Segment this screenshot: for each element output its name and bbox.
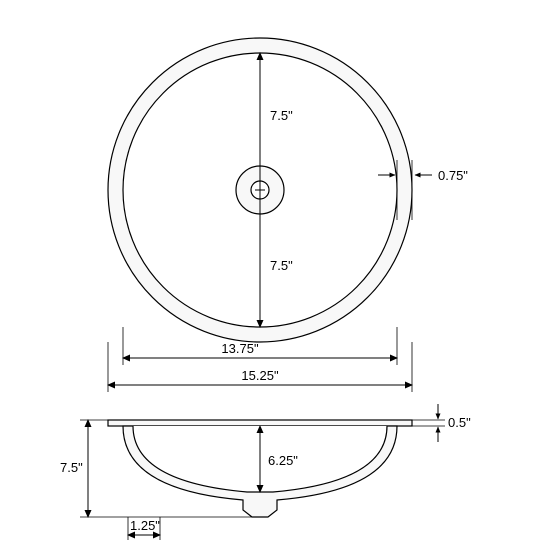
side-view: 6.25" 7.5" 1.25" 0.5": [60, 404, 471, 540]
rim-thickness-label: 0.75": [438, 168, 468, 183]
radius-lower-label: 7.5": [270, 258, 293, 273]
radius-upper-label: 7.5": [270, 108, 293, 123]
bowl-depth-label: 6.25": [268, 453, 298, 468]
outer-diameter-dim: 15.25": [108, 342, 412, 392]
rim-height-label: 0.5": [448, 415, 471, 430]
top-view: 7.5" 7.5" 0.75" 13.75" 15.25": [108, 38, 468, 392]
inner-diameter-label: 13.75": [221, 341, 259, 356]
sink-dimension-diagram: 7.5" 7.5" 0.75" 13.75" 15.25": [0, 0, 550, 550]
drain-width-dim: 1.25": [128, 517, 160, 540]
total-height-label: 7.5": [60, 460, 83, 475]
rim-height-dim: 0.5": [412, 404, 471, 442]
outer-diameter-label: 15.25": [241, 368, 279, 383]
drain-width-label: 1.25": [130, 518, 160, 533]
